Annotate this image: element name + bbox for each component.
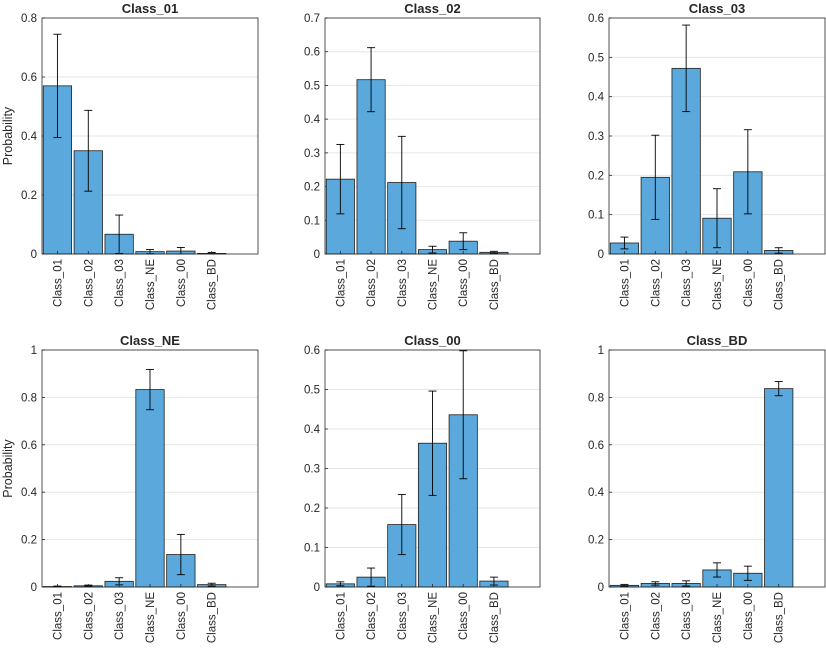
x-tick-label: Class_NE [145, 592, 157, 643]
chart-title: Class_BD [687, 333, 748, 348]
y-tick-label: 0.4 [21, 131, 38, 143]
x-tick-label: Class_01 [619, 259, 631, 307]
x-tick-label: Class_NE [428, 592, 440, 643]
x-tick-label: Class_01 [335, 592, 347, 640]
x-tick-label: Class_BD [774, 259, 786, 310]
y-tick-label: 0.2 [304, 503, 320, 515]
y-tick-label: 1 [31, 345, 37, 357]
x-tick-label: Class_01 [52, 259, 64, 307]
y-tick-label: 0.4 [588, 487, 605, 499]
chart-panel-class-00: 0 0.1 0.2 0.3 0.4 0.5 0.6 Class_01 Class_02 Class… [304, 333, 541, 643]
x-tick-label: Class_02 [366, 592, 378, 640]
chart-panel-class-02: 0 0.1 0.2 0.3 0.4 0.5 0.6 0.7 Class_01 Class_02 Cl… [304, 1, 541, 310]
x-tick-label: Class_NE [712, 259, 724, 310]
x-tick-label: Class_NE [428, 259, 440, 310]
plot-frame [608, 349, 826, 588]
y-tick-label: 0.8 [21, 13, 37, 25]
x-tick-label: Class_03 [397, 592, 409, 640]
x-tick-label: Class_02 [650, 259, 662, 307]
y-axis-label: Probability [1, 439, 15, 498]
y-tick-label: 0.4 [304, 114, 321, 126]
y-tick-label: 0.8 [21, 392, 37, 404]
x-tick-label: Class_00 [176, 592, 188, 640]
chart-panel-class-bd: 0 0.2 0.4 0.6 0.8 1 Class_01 Class_02 Class_03 Cl… [588, 333, 826, 643]
plot-frame [324, 17, 541, 255]
x-tick-label: Class_00 [458, 259, 470, 307]
x-tick-label: Class_03 [397, 259, 409, 307]
y-tick-label: 0 [31, 582, 37, 594]
x-tick-label: Class_BD [207, 259, 219, 310]
x-tick-label: Class_02 [366, 259, 378, 307]
x-tick-label: Class_03 [114, 259, 126, 307]
x-tick-label: Class_00 [176, 259, 188, 307]
y-tick-label: 0 [598, 582, 604, 594]
y-tick-label: 1 [598, 345, 604, 357]
plot-frame [324, 349, 541, 588]
y-tick-label: 0.2 [588, 170, 604, 182]
y-tick-label: 0.2 [21, 535, 37, 547]
x-tick-label: Class_02 [650, 592, 662, 640]
y-tick-label: 0.4 [304, 424, 321, 436]
y-tick-label: 0.8 [588, 392, 604, 404]
y-tick-label: 0 [598, 249, 604, 261]
chart-title: Class_00 [404, 333, 460, 348]
plot-frame [41, 17, 259, 255]
y-tick-label: 0.6 [21, 72, 37, 84]
y-tick-label: 0.6 [304, 47, 320, 59]
x-tick-label: Class_BD [207, 592, 219, 643]
y-tick-label: 0.1 [304, 543, 320, 555]
y-tick-label: 0.6 [304, 345, 320, 357]
plot-frame [608, 17, 826, 255]
y-tick-label: 0 [31, 249, 37, 261]
y-tick-label: 0.2 [21, 190, 37, 202]
y-tick-label: 0.4 [588, 92, 605, 104]
y-tick-label: 0.1 [588, 210, 604, 222]
y-tick-label: 0.6 [21, 440, 37, 452]
y-tick-label: 0.1 [304, 215, 320, 227]
x-tick-label: Class_BD [489, 259, 501, 310]
chart-panel-class-03: 0 0.1 0.2 0.3 0.4 0.5 0.6 Class_01 Class_02 Class… [588, 1, 826, 310]
x-tick-label: Class_BD [489, 592, 501, 643]
y-tick-label: 0.4 [21, 487, 38, 499]
y-tick-label: 0 [314, 249, 320, 261]
bar-class-ne [135, 389, 165, 588]
y-tick-label: 0.3 [588, 131, 604, 143]
y-tick-label: 0.3 [304, 464, 320, 476]
x-tick-label: Class_NE [712, 592, 724, 643]
y-tick-label: 0.3 [304, 148, 320, 160]
x-tick-label: Class_01 [335, 259, 347, 307]
y-tick-label: 0.6 [588, 13, 604, 25]
y-tick-label: 0.7 [304, 13, 320, 25]
chart-title: Class_02 [404, 1, 460, 16]
x-tick-label: Class_03 [681, 592, 693, 640]
x-tick-label: Class_03 [681, 259, 693, 307]
x-tick-label: Class_02 [83, 592, 95, 640]
x-tick-label: Class_00 [743, 259, 755, 307]
y-tick-label: 0.5 [304, 80, 320, 92]
chart-title: Class_NE [120, 333, 180, 348]
y-tick-label: 0.6 [588, 440, 604, 452]
chart-panel-class-01: 0 0.2 0.4 0.6 0.8 Class_01 Class_02 Class_03 Cla… [1, 1, 259, 310]
x-tick-label: Class_01 [52, 592, 64, 640]
y-tick-label: 0.2 [588, 535, 604, 547]
chart-title: Class_03 [689, 1, 745, 16]
chart-panel-class-ne: 0 0.2 0.4 0.6 0.8 1 Class_01 Class_02 Class_03 Cl… [1, 333, 259, 643]
chart-title: Class_01 [122, 1, 178, 16]
x-tick-label: Class_03 [114, 592, 126, 640]
x-tick-label: Class_01 [619, 592, 631, 640]
y-tick-label: 0.5 [304, 385, 320, 397]
x-tick-label: Class_BD [774, 592, 786, 643]
x-tick-label: Class_NE [145, 259, 157, 310]
x-tick-label: Class_00 [458, 592, 470, 640]
plot-frame [41, 349, 259, 588]
bar-class-bd [764, 388, 794, 588]
x-tick-label: Class_02 [83, 259, 95, 307]
x-tick-label: Class_00 [743, 592, 755, 640]
y-tick-label: 0 [314, 582, 320, 594]
y-tick-label: 0.5 [588, 52, 604, 64]
y-axis-label: Probability [1, 106, 15, 165]
y-tick-label: 0.2 [304, 182, 320, 194]
